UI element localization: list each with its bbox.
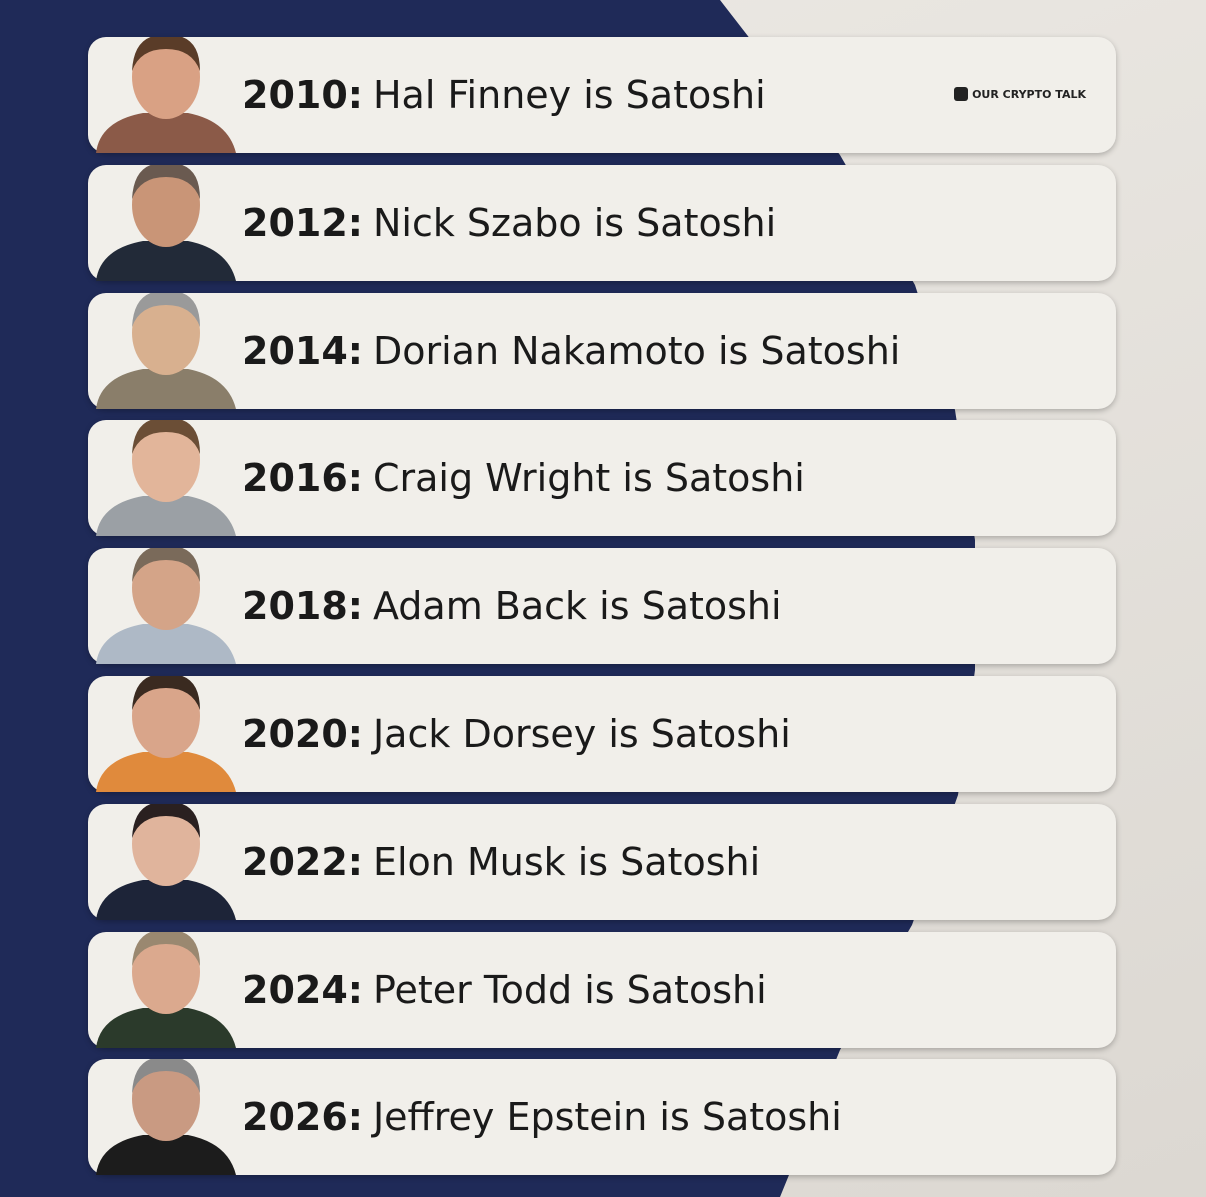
shoulders [96, 752, 236, 792]
card: 2018: Adam Back is Satoshi [88, 548, 1116, 665]
hair [132, 420, 200, 455]
caption: 2012: Nick Szabo is Satoshi [242, 165, 776, 281]
year: 2026: [242, 1095, 363, 1140]
portrait [96, 1059, 236, 1176]
year: 2020: [242, 712, 363, 756]
claim: Jack Dorsey is Satoshi [372, 712, 791, 756]
face [132, 292, 200, 375]
hair [132, 164, 200, 199]
hair [132, 803, 200, 838]
shoulders [96, 1135, 236, 1176]
claim: Craig Wright is Satoshi [372, 456, 805, 501]
shoulders [96, 1007, 236, 1048]
face [132, 931, 200, 1014]
year: 2024: [242, 967, 363, 1012]
shoulders [96, 368, 236, 409]
caption: 2026: Jeffrey Epstein is Satoshi [242, 1059, 842, 1175]
face [132, 420, 200, 503]
card: 2012: Nick Szabo is Satoshi [88, 164, 1116, 281]
hair [132, 931, 200, 966]
portrait [96, 548, 236, 665]
hair [132, 37, 200, 71]
caption: 2016: Craig Wright is Satoshi [242, 420, 805, 536]
caption: 2022: Elon Musk is Satoshi [242, 804, 760, 920]
shoulders [96, 624, 236, 665]
shoulders [96, 879, 236, 920]
claim: Hal Finney is Satoshi [372, 73, 766, 117]
claim: Peter Todd is Satoshi [372, 967, 767, 1012]
card: 2014: Dorian Nakamoto is Satoshi [88, 292, 1116, 409]
year: 2012: [242, 200, 363, 245]
logo: OUR CRYPTO TALK [954, 87, 1086, 101]
face [132, 164, 200, 247]
face [132, 676, 200, 758]
caption: 2018: Adam Back is Satoshi [242, 548, 782, 664]
year: 2016: [242, 456, 363, 501]
portrait [96, 803, 236, 920]
shoulders [96, 240, 236, 281]
logo-text: OUR CRYPTO TALK [972, 87, 1086, 101]
claim: Jeffrey Epstein is Satoshi [372, 1095, 842, 1140]
year: 2018: [242, 584, 363, 629]
shoulders [96, 496, 236, 537]
hair [132, 292, 200, 327]
claim: Adam Back is Satoshi [372, 584, 782, 629]
portrait [96, 292, 236, 409]
caption: 2010: Hal Finney is Satoshi [242, 37, 766, 153]
caption: 2024: Peter Todd is Satoshi [242, 932, 767, 1048]
card: 2022: Elon Musk is Satoshi [88, 803, 1116, 920]
year: 2014: [242, 328, 363, 373]
hair [132, 676, 200, 710]
hair [132, 1059, 200, 1094]
card: 2016: Craig Wright is Satoshi [88, 420, 1116, 537]
card: 2020: Jack Dorsey is Satoshi [88, 676, 1116, 792]
year: 2010: [242, 73, 363, 117]
portrait [96, 931, 236, 1048]
face [132, 548, 200, 631]
claim: Dorian Nakamoto is Satoshi [372, 328, 901, 373]
shoulders [96, 113, 236, 153]
caption: 2014: Dorian Nakamoto is Satoshi [242, 293, 900, 409]
caption: 2020: Jack Dorsey is Satoshi [242, 676, 791, 792]
hair [132, 548, 200, 583]
portrait [96, 420, 236, 537]
logo-icon [954, 87, 969, 101]
card: 2010: Hal Finney is Satoshi OUR CRYPTO TAL… [88, 37, 1116, 153]
face [132, 37, 200, 119]
face [132, 1059, 200, 1142]
claim: Nick Szabo is Satoshi [372, 200, 777, 245]
portrait [96, 164, 236, 281]
portrait [96, 37, 236, 153]
card: 2026: Jeffrey Epstein is Satoshi [88, 1059, 1116, 1176]
claim: Elon Musk is Satoshi [372, 839, 761, 884]
portrait [96, 676, 236, 792]
year: 2022: [242, 839, 363, 884]
card: 2024: Peter Todd is Satoshi [88, 931, 1116, 1048]
face [132, 803, 200, 886]
